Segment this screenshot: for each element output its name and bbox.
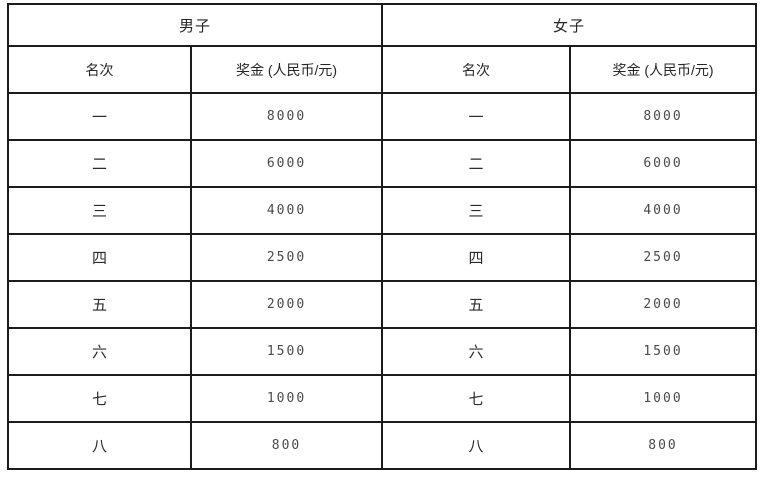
prize-cell-men: 2500 <box>189 233 384 282</box>
table-row: 一 8000 一 8000 <box>7 92 758 141</box>
table-row: 五 2000 五 2000 <box>7 280 758 329</box>
rank-cell-men: 二 <box>7 139 192 188</box>
prize-table: 男子 女子 名次 奖金 (人民币/元) 名次 奖金 (人民币/元) 一 8000… <box>6 3 758 470</box>
prize-cell-women: 8000 <box>569 92 758 141</box>
prize-cell-women: 1500 <box>569 327 758 376</box>
rank-cell-women: 五 <box>381 280 572 329</box>
rank-cell-men: 一 <box>7 92 192 141</box>
col-header-prize-men: 奖金 (人民币/元) <box>189 45 384 94</box>
rank-cell-women: 三 <box>381 186 572 235</box>
rank-cell-men: 三 <box>7 186 192 235</box>
rank-cell-women: 六 <box>381 327 572 376</box>
prize-cell-men: 4000 <box>189 186 384 235</box>
table-row: 二 6000 二 6000 <box>7 139 758 188</box>
prize-cell-women: 1000 <box>569 374 758 423</box>
table-row: 四 2500 四 2500 <box>7 233 758 282</box>
prize-cell-men: 1000 <box>189 374 384 423</box>
prize-cell-women: 800 <box>569 421 758 470</box>
rank-cell-men: 五 <box>7 280 192 329</box>
prize-cell-men: 2000 <box>189 280 384 329</box>
prize-cell-women: 4000 <box>569 186 758 235</box>
rank-cell-women: 二 <box>381 139 572 188</box>
rank-cell-women: 一 <box>381 92 572 141</box>
prize-cell-men: 1500 <box>189 327 384 376</box>
group-header-men: 男子 <box>6 3 384 47</box>
col-header-prize-women: 奖金 (人民币/元) <box>569 45 758 94</box>
table-row: 八 800 八 800 <box>7 421 758 470</box>
column-header-row: 名次 奖金 (人民币/元) 名次 奖金 (人民币/元) <box>7 45 758 94</box>
prize-cell-women: 2500 <box>569 233 758 282</box>
rank-cell-men: 七 <box>7 374 192 423</box>
col-header-rank-women: 名次 <box>381 45 572 94</box>
rank-cell-men: 四 <box>7 233 192 282</box>
prize-cell-women: 6000 <box>569 139 758 188</box>
prize-cell-women: 2000 <box>569 280 758 329</box>
table-row: 六 1500 六 1500 <box>7 327 758 376</box>
rank-cell-women: 八 <box>381 421 572 470</box>
group-header-women: 女子 <box>381 3 758 47</box>
rank-cell-women: 七 <box>381 374 572 423</box>
table-row: 七 1000 七 1000 <box>7 374 758 423</box>
rank-cell-men: 八 <box>7 421 192 470</box>
rank-cell-men: 六 <box>7 327 192 376</box>
prize-cell-men: 800 <box>189 421 384 470</box>
group-header-row: 男子 女子 <box>6 3 758 47</box>
rank-cell-women: 四 <box>381 233 572 282</box>
prize-cell-men: 8000 <box>189 92 384 141</box>
prize-cell-men: 6000 <box>189 139 384 188</box>
col-header-rank-men: 名次 <box>7 45 192 94</box>
table-row: 三 4000 三 4000 <box>7 186 758 235</box>
